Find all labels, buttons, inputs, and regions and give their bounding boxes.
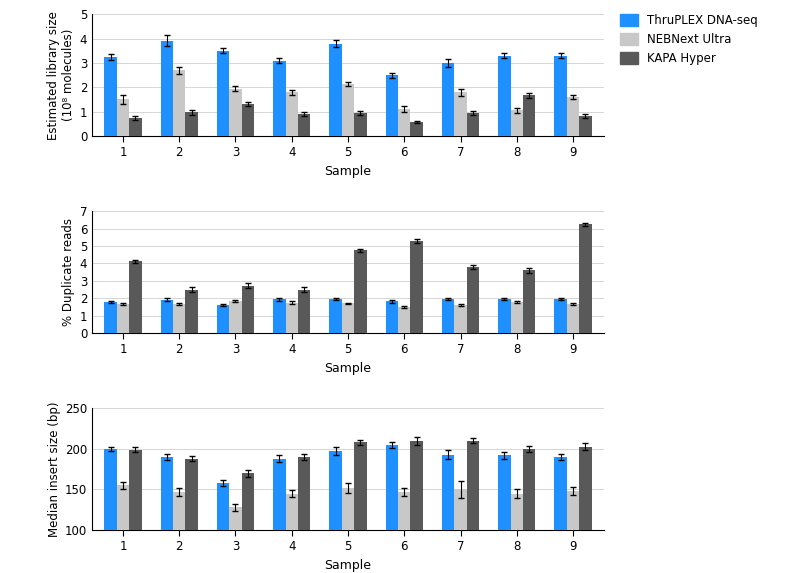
Bar xyxy=(410,122,423,136)
Bar xyxy=(217,305,230,333)
X-axis label: Sample: Sample xyxy=(325,362,371,375)
Bar xyxy=(567,97,579,136)
Bar xyxy=(510,302,523,333)
Bar xyxy=(286,303,298,333)
Bar xyxy=(173,492,186,573)
Bar xyxy=(286,92,298,136)
Bar xyxy=(498,299,510,333)
Bar xyxy=(273,61,286,136)
Bar xyxy=(173,70,186,136)
Bar xyxy=(510,493,523,573)
Bar xyxy=(330,450,342,573)
Bar xyxy=(342,488,354,573)
Bar xyxy=(330,44,342,136)
Bar xyxy=(104,57,117,136)
Bar xyxy=(286,493,298,573)
Bar xyxy=(161,300,173,333)
Bar xyxy=(523,95,535,136)
Bar xyxy=(510,111,523,136)
Bar xyxy=(186,289,198,333)
Bar xyxy=(498,456,510,573)
Bar xyxy=(342,84,354,136)
Bar xyxy=(161,41,173,136)
Bar xyxy=(217,483,230,573)
Bar xyxy=(466,441,479,573)
Bar xyxy=(354,113,366,136)
Bar xyxy=(298,457,310,573)
Bar xyxy=(242,286,254,333)
Bar xyxy=(554,299,567,333)
Bar xyxy=(129,450,142,573)
Bar xyxy=(354,250,366,333)
Bar xyxy=(104,302,117,333)
Bar xyxy=(330,299,342,333)
Bar xyxy=(298,113,310,136)
Bar xyxy=(398,492,410,573)
Bar xyxy=(579,116,592,136)
Bar xyxy=(117,304,129,333)
Bar xyxy=(129,261,142,333)
Bar xyxy=(410,241,423,333)
Bar xyxy=(117,485,129,573)
Bar xyxy=(298,289,310,333)
X-axis label: Sample: Sample xyxy=(325,165,371,178)
Bar xyxy=(466,267,479,333)
Bar xyxy=(342,304,354,333)
Bar xyxy=(242,473,254,573)
Bar xyxy=(273,458,286,573)
Bar xyxy=(579,446,592,573)
Bar xyxy=(398,109,410,136)
Bar xyxy=(386,75,398,136)
Bar xyxy=(579,225,592,333)
Bar xyxy=(442,299,454,333)
X-axis label: Sample: Sample xyxy=(325,559,371,572)
Bar xyxy=(242,104,254,136)
Bar xyxy=(217,51,230,136)
Y-axis label: % Duplicate reads: % Duplicate reads xyxy=(62,218,75,326)
Bar xyxy=(454,92,466,136)
Bar xyxy=(398,307,410,333)
Bar xyxy=(498,56,510,136)
Bar xyxy=(230,507,242,573)
Y-axis label: Median insert size (bp): Median insert size (bp) xyxy=(48,402,61,537)
Bar xyxy=(454,489,466,573)
Bar xyxy=(386,445,398,573)
Bar xyxy=(523,270,535,333)
Bar xyxy=(354,442,366,573)
Bar xyxy=(117,100,129,136)
Bar xyxy=(466,113,479,136)
Bar xyxy=(273,300,286,333)
Bar xyxy=(442,454,454,573)
Y-axis label: Estimated library size
(10⁸ molecules): Estimated library size (10⁸ molecules) xyxy=(47,11,75,140)
Bar xyxy=(230,88,242,136)
Legend: ThruPLEX DNA-seq, NEBNext Ultra, KAPA Hyper: ThruPLEX DNA-seq, NEBNext Ultra, KAPA Hy… xyxy=(620,14,758,65)
Bar xyxy=(554,457,567,573)
Bar xyxy=(230,301,242,333)
Bar xyxy=(567,304,579,333)
Bar xyxy=(104,449,117,573)
Bar xyxy=(410,441,423,573)
Bar xyxy=(161,457,173,573)
Bar xyxy=(186,112,198,136)
Bar xyxy=(567,491,579,573)
Bar xyxy=(554,56,567,136)
Bar xyxy=(186,458,198,573)
Bar xyxy=(173,304,186,333)
Bar xyxy=(454,305,466,333)
Bar xyxy=(442,63,454,136)
Bar xyxy=(129,117,142,136)
Bar xyxy=(386,301,398,333)
Bar xyxy=(523,449,535,573)
